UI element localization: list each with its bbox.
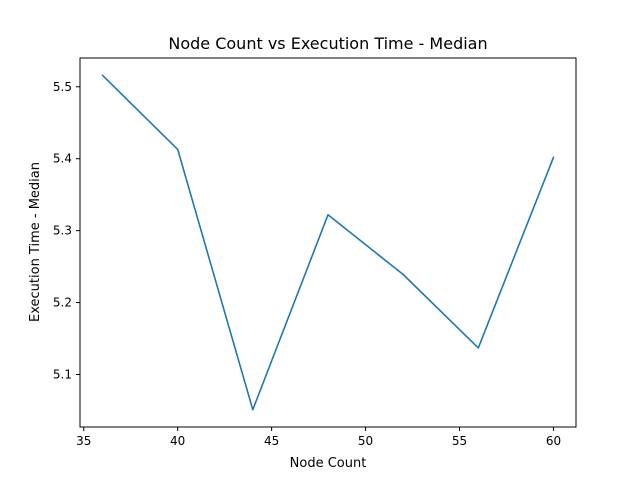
x-tick-label: 50	[358, 434, 373, 448]
x-tick-label: 60	[546, 434, 561, 448]
x-tick-label: 35	[76, 434, 91, 448]
x-tick-label: 45	[264, 434, 279, 448]
x-tick-label: 40	[170, 434, 185, 448]
y-tick-label: 5.2	[53, 296, 72, 310]
x-tick-label: 55	[452, 434, 467, 448]
y-axis: 5.1 5.2 5.3 5.4 5.5	[53, 80, 80, 381]
x-axis: 35 40 45 50 55 60	[76, 427, 561, 448]
y-tick-label: 5.1	[53, 367, 72, 381]
y-tick-label: 5.4	[53, 152, 72, 166]
plot-frame	[79, 57, 577, 428]
series-line	[101, 74, 555, 411]
x-axis-label: Node Count	[290, 456, 367, 471]
chart-title: Node Count vs Execution Time - Median	[168, 34, 487, 53]
y-tick-label: 5.5	[53, 80, 72, 94]
series-layer	[101, 74, 555, 411]
y-tick-label: 5.3	[53, 224, 72, 238]
y-axis-label: Execution Time - Median	[28, 162, 43, 322]
plot-area	[79, 57, 577, 428]
